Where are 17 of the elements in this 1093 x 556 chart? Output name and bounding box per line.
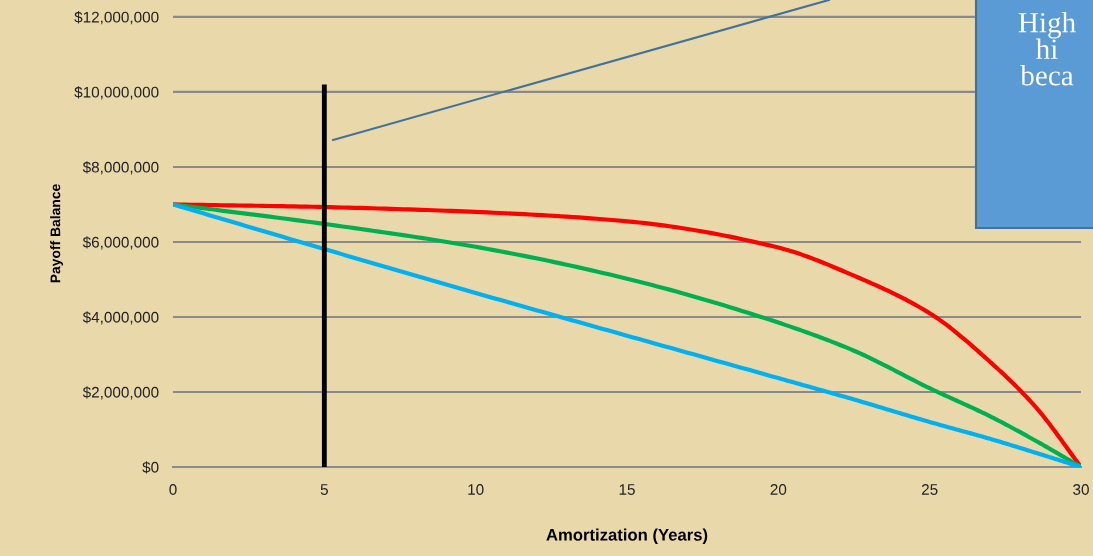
y-tick-label: $8,000,000: [82, 161, 159, 175]
y-tick-label: $0: [142, 461, 159, 474]
x-tick-label: 30: [1073, 484, 1089, 495]
y-tick-label: $10,000,000: [74, 86, 159, 100]
x-tick-label: 25: [921, 484, 938, 495]
x-tick-label: 0: [169, 484, 177, 495]
x-tick-label: 15: [619, 484, 635, 495]
y-tick-label: $6,000,000: [82, 236, 159, 250]
x-axis-title: Amortization (Years): [546, 528, 708, 544]
x-tick-label: 10: [468, 484, 484, 495]
x-tick-label: 5: [320, 484, 328, 495]
y-tick-label: $12,000,000: [74, 11, 159, 25]
x-tick-label: 20: [770, 484, 787, 495]
y-tick-label: $2,000,000: [82, 386, 159, 400]
y-tick-label: $4,000,000: [82, 311, 159, 325]
y-axis-title: Payoff Balance: [50, 184, 64, 283]
annotation: High hi beca: [1018, 12, 1076, 86]
